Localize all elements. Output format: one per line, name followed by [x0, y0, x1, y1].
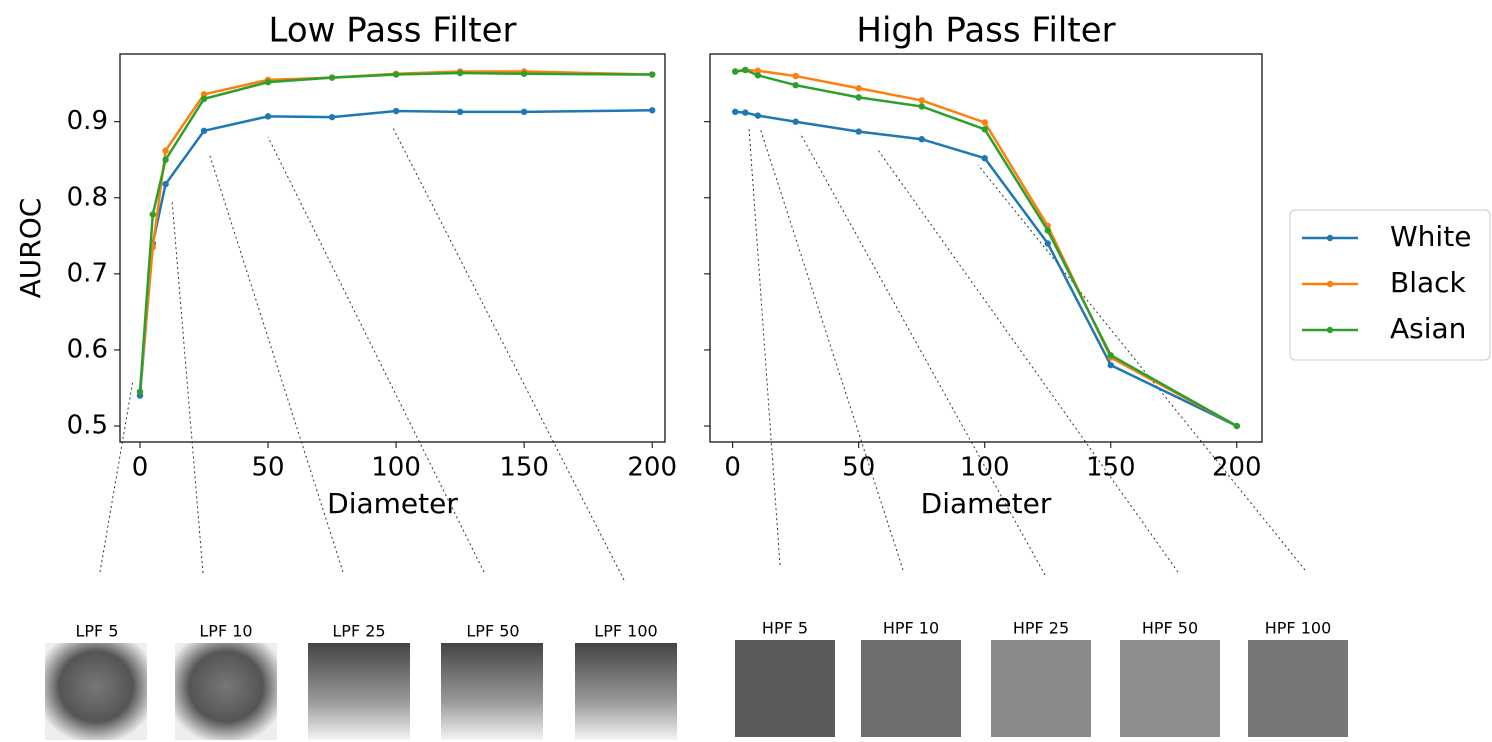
data-point: [1108, 352, 1114, 358]
data-point: [393, 108, 399, 114]
data-point: [1108, 362, 1114, 368]
y-tick-label: 0.6: [67, 334, 108, 364]
data-point: [329, 74, 335, 80]
thumbnail-label: LPF 5: [75, 622, 118, 641]
data-point: [1045, 240, 1051, 246]
series-line: [140, 110, 652, 395]
thumbnails: LPF 5 LPF 10 LPF 25 LPF 50 LPF 100 HPF 5…: [45, 619, 1348, 741]
data-point: [265, 113, 271, 119]
data-point: [162, 157, 168, 163]
thumbnail-label: LPF 100: [594, 622, 657, 641]
series-line: [140, 73, 652, 392]
data-point: [201, 96, 207, 102]
y-tick-label: 0.7: [67, 258, 108, 288]
y-axis-label: AUROC: [14, 198, 47, 299]
x-tick-label: 50: [251, 453, 284, 483]
data-point: [649, 107, 655, 113]
x-tick-label: 50: [842, 453, 875, 483]
x-tick-label: 100: [960, 453, 1010, 483]
data-point: [329, 114, 335, 120]
legend-label: Asian: [1390, 312, 1466, 345]
data-point: [742, 109, 748, 115]
series-line: [140, 71, 652, 391]
data-point: [982, 126, 988, 132]
thumbnail-label: LPF 25: [332, 622, 385, 641]
y-tick-label: 0.9: [67, 106, 108, 136]
data-point: [732, 109, 738, 115]
data-point: [137, 389, 143, 395]
x-tick-label: 200: [1212, 453, 1262, 483]
data-point: [755, 112, 761, 118]
data-point: [393, 71, 399, 77]
x-tick-label: 0: [724, 453, 741, 483]
data-point: [919, 136, 925, 142]
data-point: [265, 79, 271, 85]
x-tick-label: 200: [627, 453, 677, 483]
data-point: [649, 71, 655, 77]
data-point: [150, 211, 156, 217]
thumbnail-label: LPF 10: [199, 622, 252, 641]
thumbnail-label: HPF 100: [1265, 619, 1332, 638]
data-point: [201, 128, 207, 134]
thumbnail-label: HPF 50: [1142, 619, 1198, 638]
data-point: [792, 82, 798, 88]
legend-marker: [1327, 235, 1333, 241]
x-axis-label: Diameter: [327, 487, 458, 520]
data-point: [856, 94, 862, 100]
chart-title: Low Pass Filter: [268, 11, 516, 51]
data-point: [457, 70, 463, 76]
x-tick-label: 0: [132, 453, 149, 483]
plot-frame: [710, 54, 1262, 442]
x-tick-label: 150: [499, 453, 549, 483]
data-point: [792, 119, 798, 125]
thumbnail-label: HPF 25: [1013, 619, 1069, 638]
data-point: [982, 155, 988, 161]
data-point: [521, 109, 527, 115]
data-point: [742, 67, 748, 73]
data-point: [856, 128, 862, 134]
data-point: [919, 103, 925, 109]
data-point: [982, 119, 988, 125]
figure: LPF 5 LPF 10 LPF 25 LPF 50 LPF 100 HPF 5…: [0, 0, 1492, 742]
data-point: [162, 181, 168, 187]
connector-lines: [100, 128, 1305, 580]
legend-label: White: [1390, 220, 1471, 253]
legend-label: Black: [1390, 266, 1467, 299]
data-point: [856, 85, 862, 91]
legend-marker: [1327, 281, 1333, 287]
data-point: [1045, 227, 1051, 233]
data-point: [755, 72, 761, 78]
data-point: [162, 147, 168, 153]
data-point: [732, 68, 738, 74]
thumbnail-label: HPF 5: [762, 619, 808, 638]
data-point: [792, 73, 798, 79]
y-tick-label: 0.5: [67, 411, 108, 441]
thumbnail-label: HPF 10: [883, 619, 939, 638]
data-point: [919, 97, 925, 103]
chart-title: High Pass Filter: [856, 11, 1115, 51]
x-tick-label: 100: [371, 453, 421, 483]
data-point: [457, 109, 463, 115]
data-point: [1234, 423, 1240, 429]
y-tick-label: 0.8: [67, 182, 108, 212]
legend-marker: [1327, 327, 1333, 333]
thumbnail-label: LPF 50: [466, 622, 519, 641]
data-point: [521, 71, 527, 77]
x-axis-label: Diameter: [921, 487, 1052, 520]
x-tick-label: 150: [1086, 453, 1136, 483]
